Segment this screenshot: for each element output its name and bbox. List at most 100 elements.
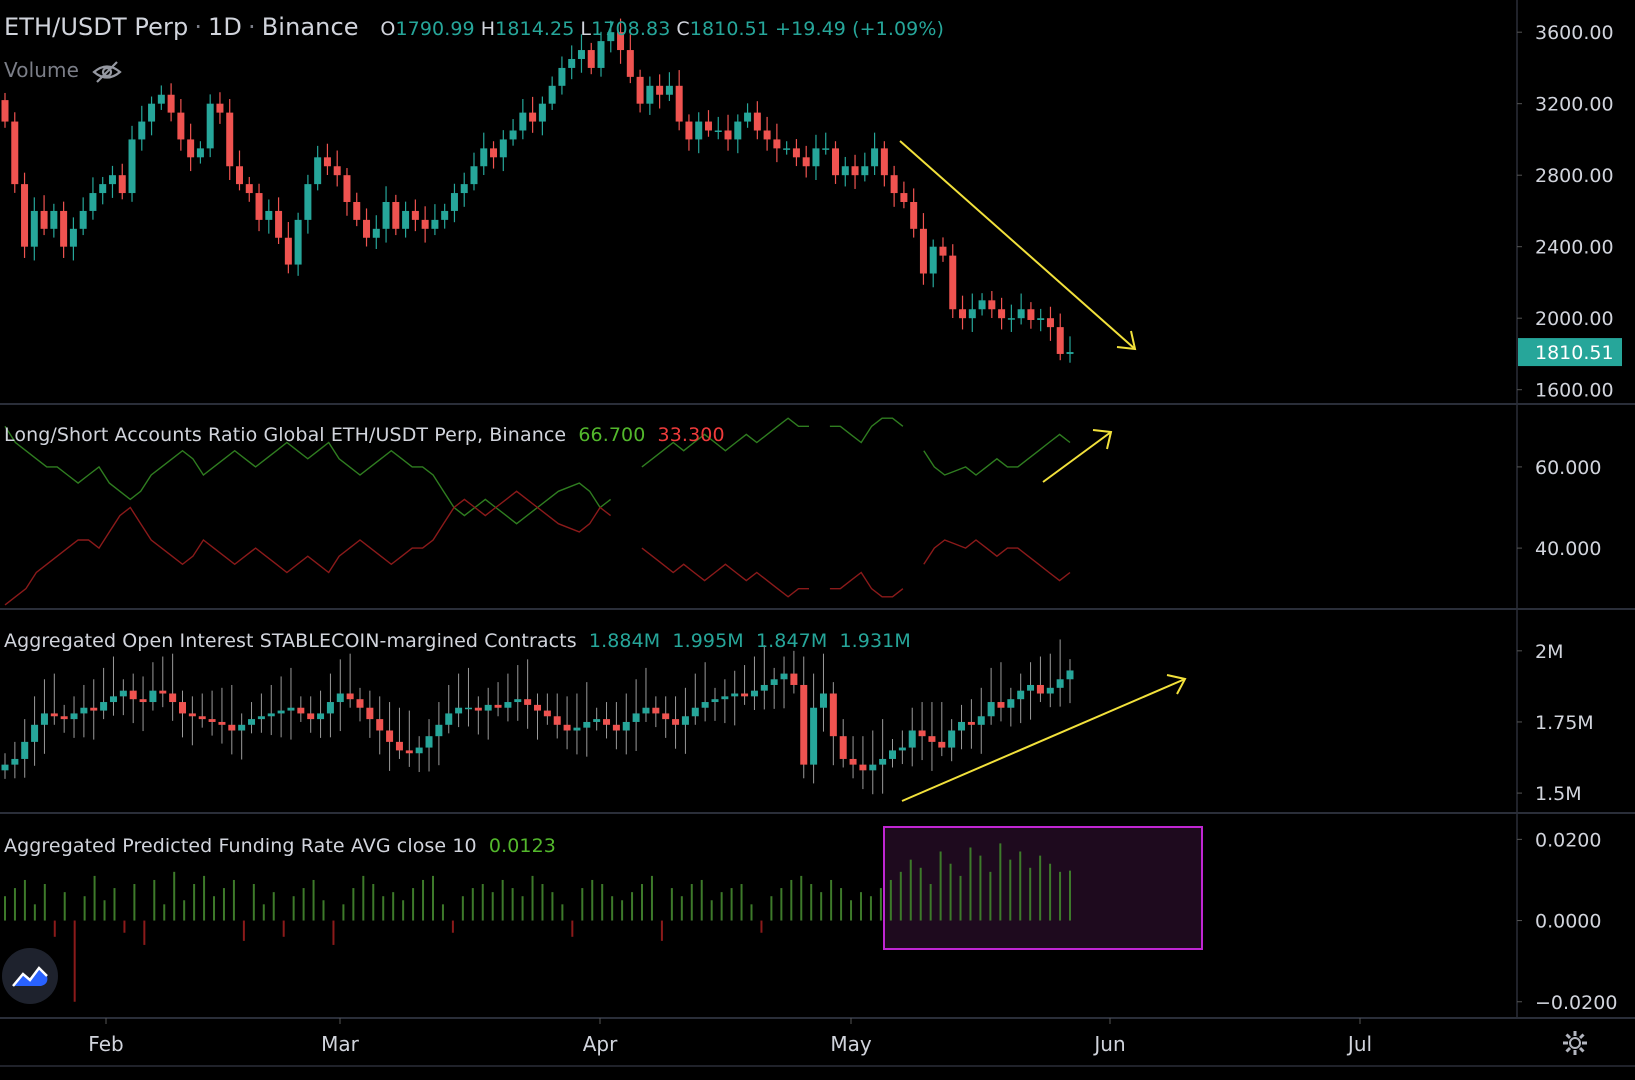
oi-candle bbox=[149, 690, 157, 703]
ratio-title[interactable]: Long/Short Accounts Ratio Global ETH/USD… bbox=[4, 424, 567, 446]
axis-tick-label: 2800.00 bbox=[1535, 165, 1614, 187]
time-axis-label: Apr bbox=[583, 1032, 618, 1056]
oi-candle bbox=[139, 699, 147, 703]
low-value: 1708.83 bbox=[591, 18, 671, 40]
oi-open-value: 1.884M bbox=[588, 630, 661, 652]
price-candle bbox=[167, 94, 175, 113]
oi-candle bbox=[622, 721, 630, 731]
price-candle bbox=[470, 166, 478, 185]
price-candle bbox=[646, 85, 654, 104]
oi-candle bbox=[859, 764, 867, 771]
oi-candle bbox=[514, 699, 522, 703]
short-ratio-line bbox=[923, 539, 1071, 582]
oi-candle bbox=[445, 713, 453, 725]
oi-candle bbox=[80, 707, 88, 714]
oi-candle bbox=[317, 713, 325, 720]
oi-candle bbox=[652, 707, 660, 714]
oi-candle bbox=[741, 693, 749, 697]
oi-candle bbox=[1017, 690, 1025, 700]
eye-hidden-icon[interactable] bbox=[91, 60, 123, 84]
oi-candle bbox=[90, 707, 98, 711]
price-candle bbox=[294, 219, 302, 265]
oi-candle bbox=[967, 721, 975, 725]
price-candle bbox=[343, 175, 351, 202]
price-candle bbox=[529, 112, 537, 122]
oi-candle bbox=[750, 690, 758, 697]
price-candle bbox=[411, 210, 419, 220]
oi-candle bbox=[790, 673, 798, 685]
price-candle bbox=[1066, 352, 1074, 354]
ratio-long-value: 66.700 bbox=[578, 424, 646, 446]
price-candle bbox=[636, 76, 644, 104]
oi-candle bbox=[464, 707, 472, 710]
price-candle bbox=[99, 184, 107, 194]
price-candle bbox=[998, 309, 1006, 319]
price-candle bbox=[11, 121, 19, 185]
price-candle bbox=[480, 148, 488, 167]
axis-tick-label: 2M bbox=[1535, 641, 1563, 663]
price-candle bbox=[333, 166, 341, 176]
oi-candle bbox=[119, 690, 127, 697]
down-trend-arrow bbox=[899, 140, 1136, 350]
axis-tick-label: 40.000 bbox=[1535, 538, 1601, 560]
open-key: O bbox=[380, 18, 396, 40]
oi-candle bbox=[405, 750, 413, 754]
oi-candle bbox=[918, 730, 926, 737]
price-legend: ETH/USDT Perp · 1D · Binance O1790.99 H1814.2… bbox=[4, 13, 956, 41]
price-candle bbox=[275, 210, 283, 238]
separator: · bbox=[194, 13, 203, 41]
interval-label[interactable]: 1D bbox=[208, 13, 242, 41]
down-trend-arrowhead bbox=[1116, 330, 1137, 351]
price-candle bbox=[900, 193, 908, 202]
long-ratio-line bbox=[641, 417, 809, 468]
price-candle bbox=[704, 121, 712, 131]
price-candle bbox=[108, 175, 116, 185]
oi-candle bbox=[208, 719, 216, 722]
price-candle bbox=[675, 85, 683, 122]
price-candle bbox=[978, 300, 986, 310]
oi-candle bbox=[179, 702, 186, 714]
price-candle bbox=[206, 103, 214, 149]
oi-candle bbox=[534, 704, 541, 711]
oi-candle bbox=[474, 707, 482, 711]
oi-candle bbox=[109, 696, 117, 703]
up-trend-arrowhead-ratio bbox=[1092, 429, 1113, 450]
price-candle bbox=[832, 148, 840, 176]
price-candle bbox=[372, 228, 380, 238]
price-candle bbox=[1007, 318, 1015, 320]
oi-candle bbox=[819, 693, 827, 708]
price-candle bbox=[910, 202, 918, 229]
oi-candle bbox=[336, 693, 344, 703]
time-axis-label: Mar bbox=[321, 1032, 360, 1056]
price-candle bbox=[783, 148, 791, 150]
price-candle bbox=[763, 130, 771, 140]
price-candle bbox=[597, 41, 605, 68]
price-candle bbox=[187, 139, 195, 158]
price-candle bbox=[235, 166, 243, 185]
price-candle bbox=[196, 148, 204, 158]
gear-icon[interactable] bbox=[1560, 1028, 1590, 1058]
time-axis-label: May bbox=[830, 1032, 872, 1056]
up-trend-arrow-ratio bbox=[1042, 431, 1112, 483]
separator: · bbox=[248, 13, 256, 41]
oi-candle bbox=[395, 741, 403, 751]
price-candle bbox=[880, 148, 888, 176]
price-candle bbox=[128, 139, 136, 194]
funding-title[interactable]: Aggregated Predicted Funding Rate AVG cl… bbox=[4, 835, 477, 857]
oi-high-value: 1.995M bbox=[672, 630, 744, 652]
oi-candle bbox=[701, 702, 709, 708]
symbol-label[interactable]: ETH/USDT Perp bbox=[4, 13, 189, 41]
oi-candle bbox=[711, 699, 719, 703]
price-candle bbox=[1046, 318, 1054, 328]
oi-title[interactable]: Aggregated Open Interest STABLECOIN-marg… bbox=[4, 630, 577, 652]
price-candle bbox=[773, 139, 781, 149]
price-candle bbox=[919, 228, 927, 274]
up-trend-arrow-oi bbox=[901, 678, 1186, 802]
axis-tick-label: −0.0200 bbox=[1535, 992, 1617, 1014]
oi-candle bbox=[642, 707, 650, 714]
oi-candle bbox=[1027, 684, 1035, 691]
tradingview-cloud-icon[interactable] bbox=[2, 948, 58, 1004]
oi-candle bbox=[21, 741, 29, 759]
volume-label[interactable]: Volume bbox=[4, 58, 79, 82]
